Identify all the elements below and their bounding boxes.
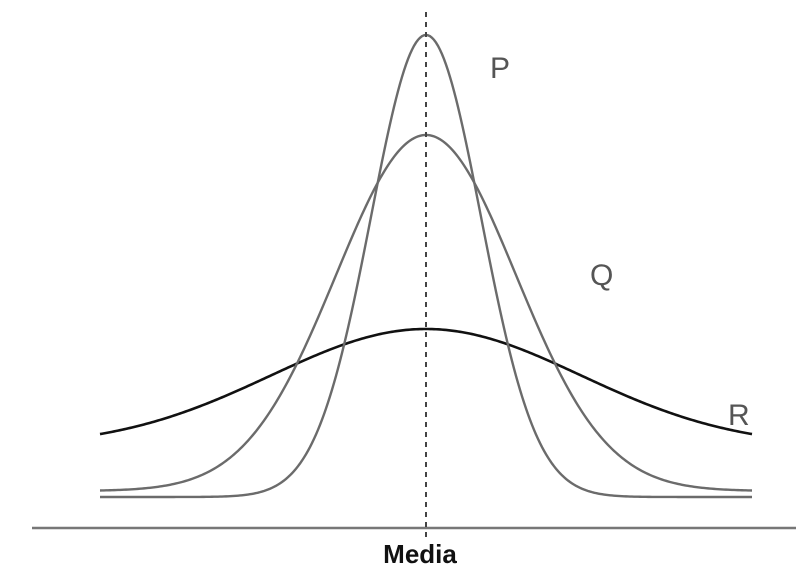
curve-label-q: Q bbox=[590, 259, 613, 292]
curve-label-p: P bbox=[490, 52, 510, 85]
axis-label-media: Media bbox=[383, 539, 457, 569]
curve-r bbox=[99, 327, 753, 436]
curve-label-r: R bbox=[728, 399, 750, 432]
